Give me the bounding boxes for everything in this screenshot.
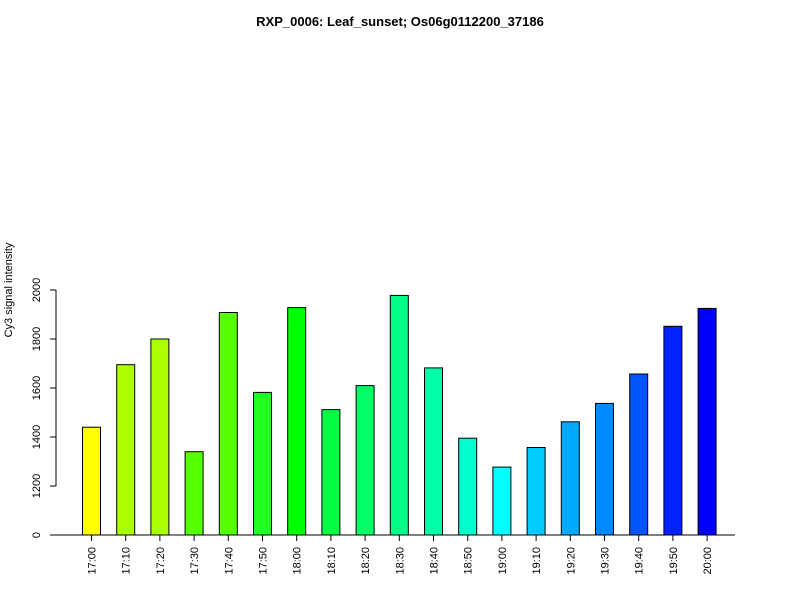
x-tick-label: 18:20: [360, 547, 372, 575]
bar-1930: [595, 402, 614, 536]
y-axis: 0 1200 1400 1600 1800 2000: [31, 278, 57, 538]
bar-1750: [253, 391, 272, 536]
bar-1850: [458, 437, 478, 536]
bar-1710: [116, 364, 136, 536]
y-axis-label: Cy3 signal intensity: [3, 242, 15, 337]
bar-1700: [82, 426, 101, 536]
y-tick-label: 0: [31, 532, 43, 538]
x-tick-label: 19:20: [565, 547, 577, 575]
bar-1830: [389, 294, 409, 536]
x-tick-label: 17:40: [223, 547, 235, 575]
x-axis: 17:00 17:10 17:20 17:30 17:40 17:50 18:00 18:10…: [56, 534, 735, 575]
x-tick-label: 17:30: [189, 547, 201, 575]
bar-1840: [424, 367, 443, 536]
x-tick-label: 18:10: [326, 547, 338, 575]
y-tick-label: 1200: [31, 474, 43, 498]
x-tick-label: 19:00: [497, 547, 509, 575]
x-tick-label: 19:10: [531, 547, 543, 575]
y-tick-label: 1800: [31, 327, 43, 351]
x-tick-label: 18:00: [292, 547, 304, 575]
x-tick-label: 19:30: [600, 547, 612, 575]
bar-1720: [150, 338, 170, 536]
bar-1910: [526, 447, 546, 536]
bar-1740: [218, 312, 238, 536]
x-tick-label: 18:50: [463, 547, 475, 575]
bar-1950: [663, 325, 683, 536]
bars-group: [82, 294, 717, 536]
bar-1900: [492, 466, 512, 536]
bar-1920: [560, 421, 580, 536]
bar-1730: [184, 451, 204, 536]
bar-1810: [321, 409, 341, 536]
x-tick-label: 19:40: [634, 547, 646, 575]
x-tick-label: 18:30: [394, 547, 406, 575]
y-tick-label: 2000: [31, 278, 43, 302]
x-tick-label: 18:40: [429, 547, 441, 575]
x-tick-label: 17:50: [258, 547, 270, 575]
x-tick-label: 17:00: [87, 547, 99, 575]
x-tick-label: 17:20: [155, 547, 167, 575]
chart-title: RXP_0006: Leaf_sunset; Os06g0112200_3718…: [256, 14, 544, 29]
bar-1800: [287, 307, 307, 536]
bar-1940: [629, 373, 649, 536]
bar-1820: [355, 385, 375, 536]
y-tick-label: 1400: [31, 425, 43, 449]
y-tick-label: 1600: [31, 376, 43, 400]
x-tick-label: 19:50: [668, 547, 680, 575]
x-tick-label: 17:10: [121, 547, 133, 575]
bar-2000: [697, 307, 717, 536]
x-tick-label: 20:00: [702, 547, 714, 575]
